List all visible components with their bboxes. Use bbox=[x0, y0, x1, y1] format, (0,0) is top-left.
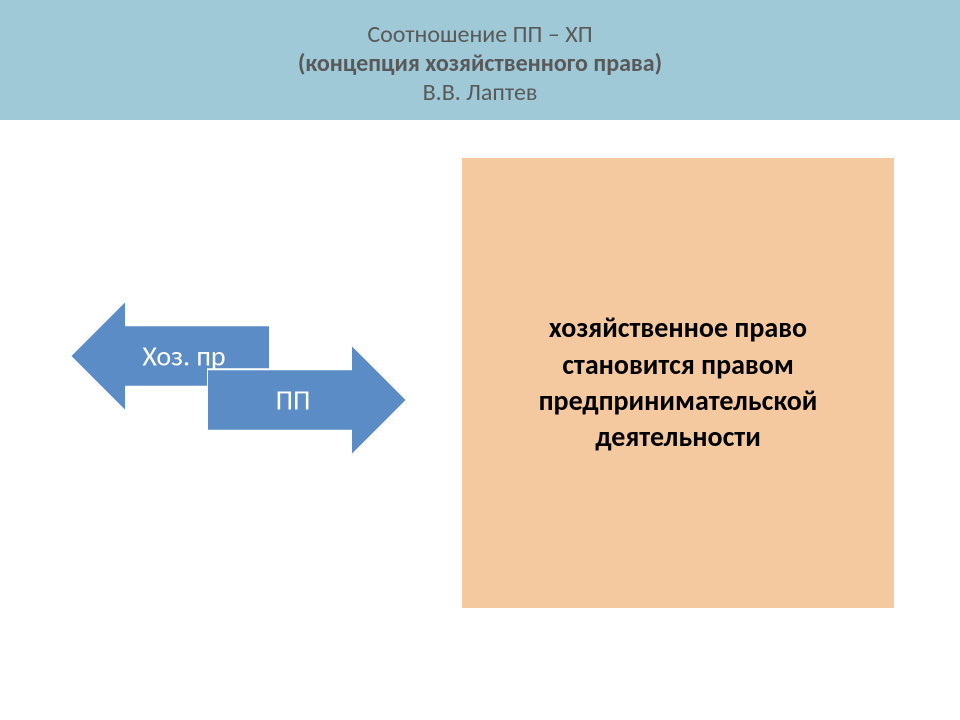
content-text: хозяйственное право становится правом пр… bbox=[482, 310, 874, 456]
header-line1: Соотношение ПП – ХП bbox=[0, 20, 960, 49]
header-line3: В.В. Лаптев bbox=[0, 78, 960, 107]
slide-header: Соотношение ПП – ХП (концепция хозяйстве… bbox=[0, 0, 960, 120]
content-box: хозяйственное право становится правом пр… bbox=[462, 158, 894, 608]
arrow-right-label: ПП bbox=[207, 383, 407, 418]
header-line2: (концепция хозяйственного права) bbox=[0, 49, 960, 78]
arrow-right: ПП bbox=[207, 344, 407, 456]
